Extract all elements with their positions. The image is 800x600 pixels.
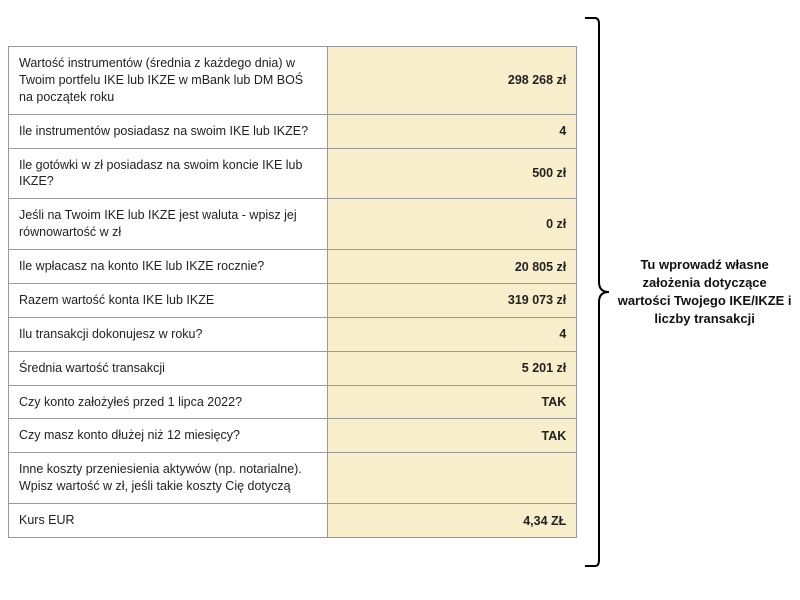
row-label: Razem wartość konta IKE lub IKZE: [9, 283, 328, 317]
row-label: Jeśli na Twoim IKE lub IKZE jest waluta …: [9, 199, 328, 250]
row-value[interactable]: 0 zł: [328, 199, 577, 250]
row-label: Ilu transakcji dokonujesz w roku?: [9, 317, 328, 351]
row-value[interactable]: 4: [328, 114, 577, 148]
row-value[interactable]: 319 073 zł: [328, 283, 577, 317]
annotation-text: Tu wprowadź własne założenia dotyczące w…: [617, 256, 792, 329]
row-value[interactable]: TAK: [328, 419, 577, 453]
table-row: Czy konto założyłeś przed 1 lipca 2022?T…: [9, 385, 577, 419]
row-label: Średnia wartość transakcji: [9, 351, 328, 385]
layout-container: Wartość instrumentów (średnia z każdego …: [8, 12, 792, 572]
row-value[interactable]: 4,34 ZŁ: [328, 504, 577, 538]
row-label: Inne koszty przeniesienia aktywów (np. n…: [9, 453, 328, 504]
row-value[interactable]: [328, 453, 577, 504]
row-label: Wartość instrumentów (średnia z każdego …: [9, 47, 328, 115]
table-row: Inne koszty przeniesienia aktywów (np. n…: [9, 453, 577, 504]
row-label: Kurs EUR: [9, 504, 328, 538]
table-body: Wartość instrumentów (średnia z każdego …: [9, 47, 577, 538]
table-row: Ilu transakcji dokonujesz w roku?4: [9, 317, 577, 351]
curly-bracket-icon: [583, 12, 613, 572]
table-row: Razem wartość konta IKE lub IKZE319 073 …: [9, 283, 577, 317]
row-value[interactable]: 500 zł: [328, 148, 577, 199]
row-label: Ile instrumentów posiadasz na swoim IKE …: [9, 114, 328, 148]
table-row: Czy masz konto dłużej niż 12 miesięcy?TA…: [9, 419, 577, 453]
row-value[interactable]: 4: [328, 317, 577, 351]
assumptions-table: Wartość instrumentów (średnia z każdego …: [8, 46, 577, 538]
bracket-wrap: [583, 12, 613, 572]
row-value[interactable]: 5 201 zł: [328, 351, 577, 385]
row-value[interactable]: 20 805 zł: [328, 250, 577, 284]
row-label: Ile wpłacasz na konto IKE lub IKZE roczn…: [9, 250, 328, 284]
table-row: Ile wpłacasz na konto IKE lub IKZE roczn…: [9, 250, 577, 284]
table-row: Ile gotówki w zł posiadasz na swoim konc…: [9, 148, 577, 199]
table-row: Kurs EUR4,34 ZŁ: [9, 504, 577, 538]
bracket-path: [585, 18, 609, 566]
table-row: Średnia wartość transakcji5 201 zł: [9, 351, 577, 385]
row-value[interactable]: 298 268 zł: [328, 47, 577, 115]
row-label: Ile gotówki w zł posiadasz na swoim konc…: [9, 148, 328, 199]
table-row: Jeśli na Twoim IKE lub IKZE jest waluta …: [9, 199, 577, 250]
row-value[interactable]: TAK: [328, 385, 577, 419]
row-label: Czy konto założyłeś przed 1 lipca 2022?: [9, 385, 328, 419]
table-row: Ile instrumentów posiadasz na swoim IKE …: [9, 114, 577, 148]
row-label: Czy masz konto dłużej niż 12 miesięcy?: [9, 419, 328, 453]
table-row: Wartość instrumentów (średnia z każdego …: [9, 47, 577, 115]
